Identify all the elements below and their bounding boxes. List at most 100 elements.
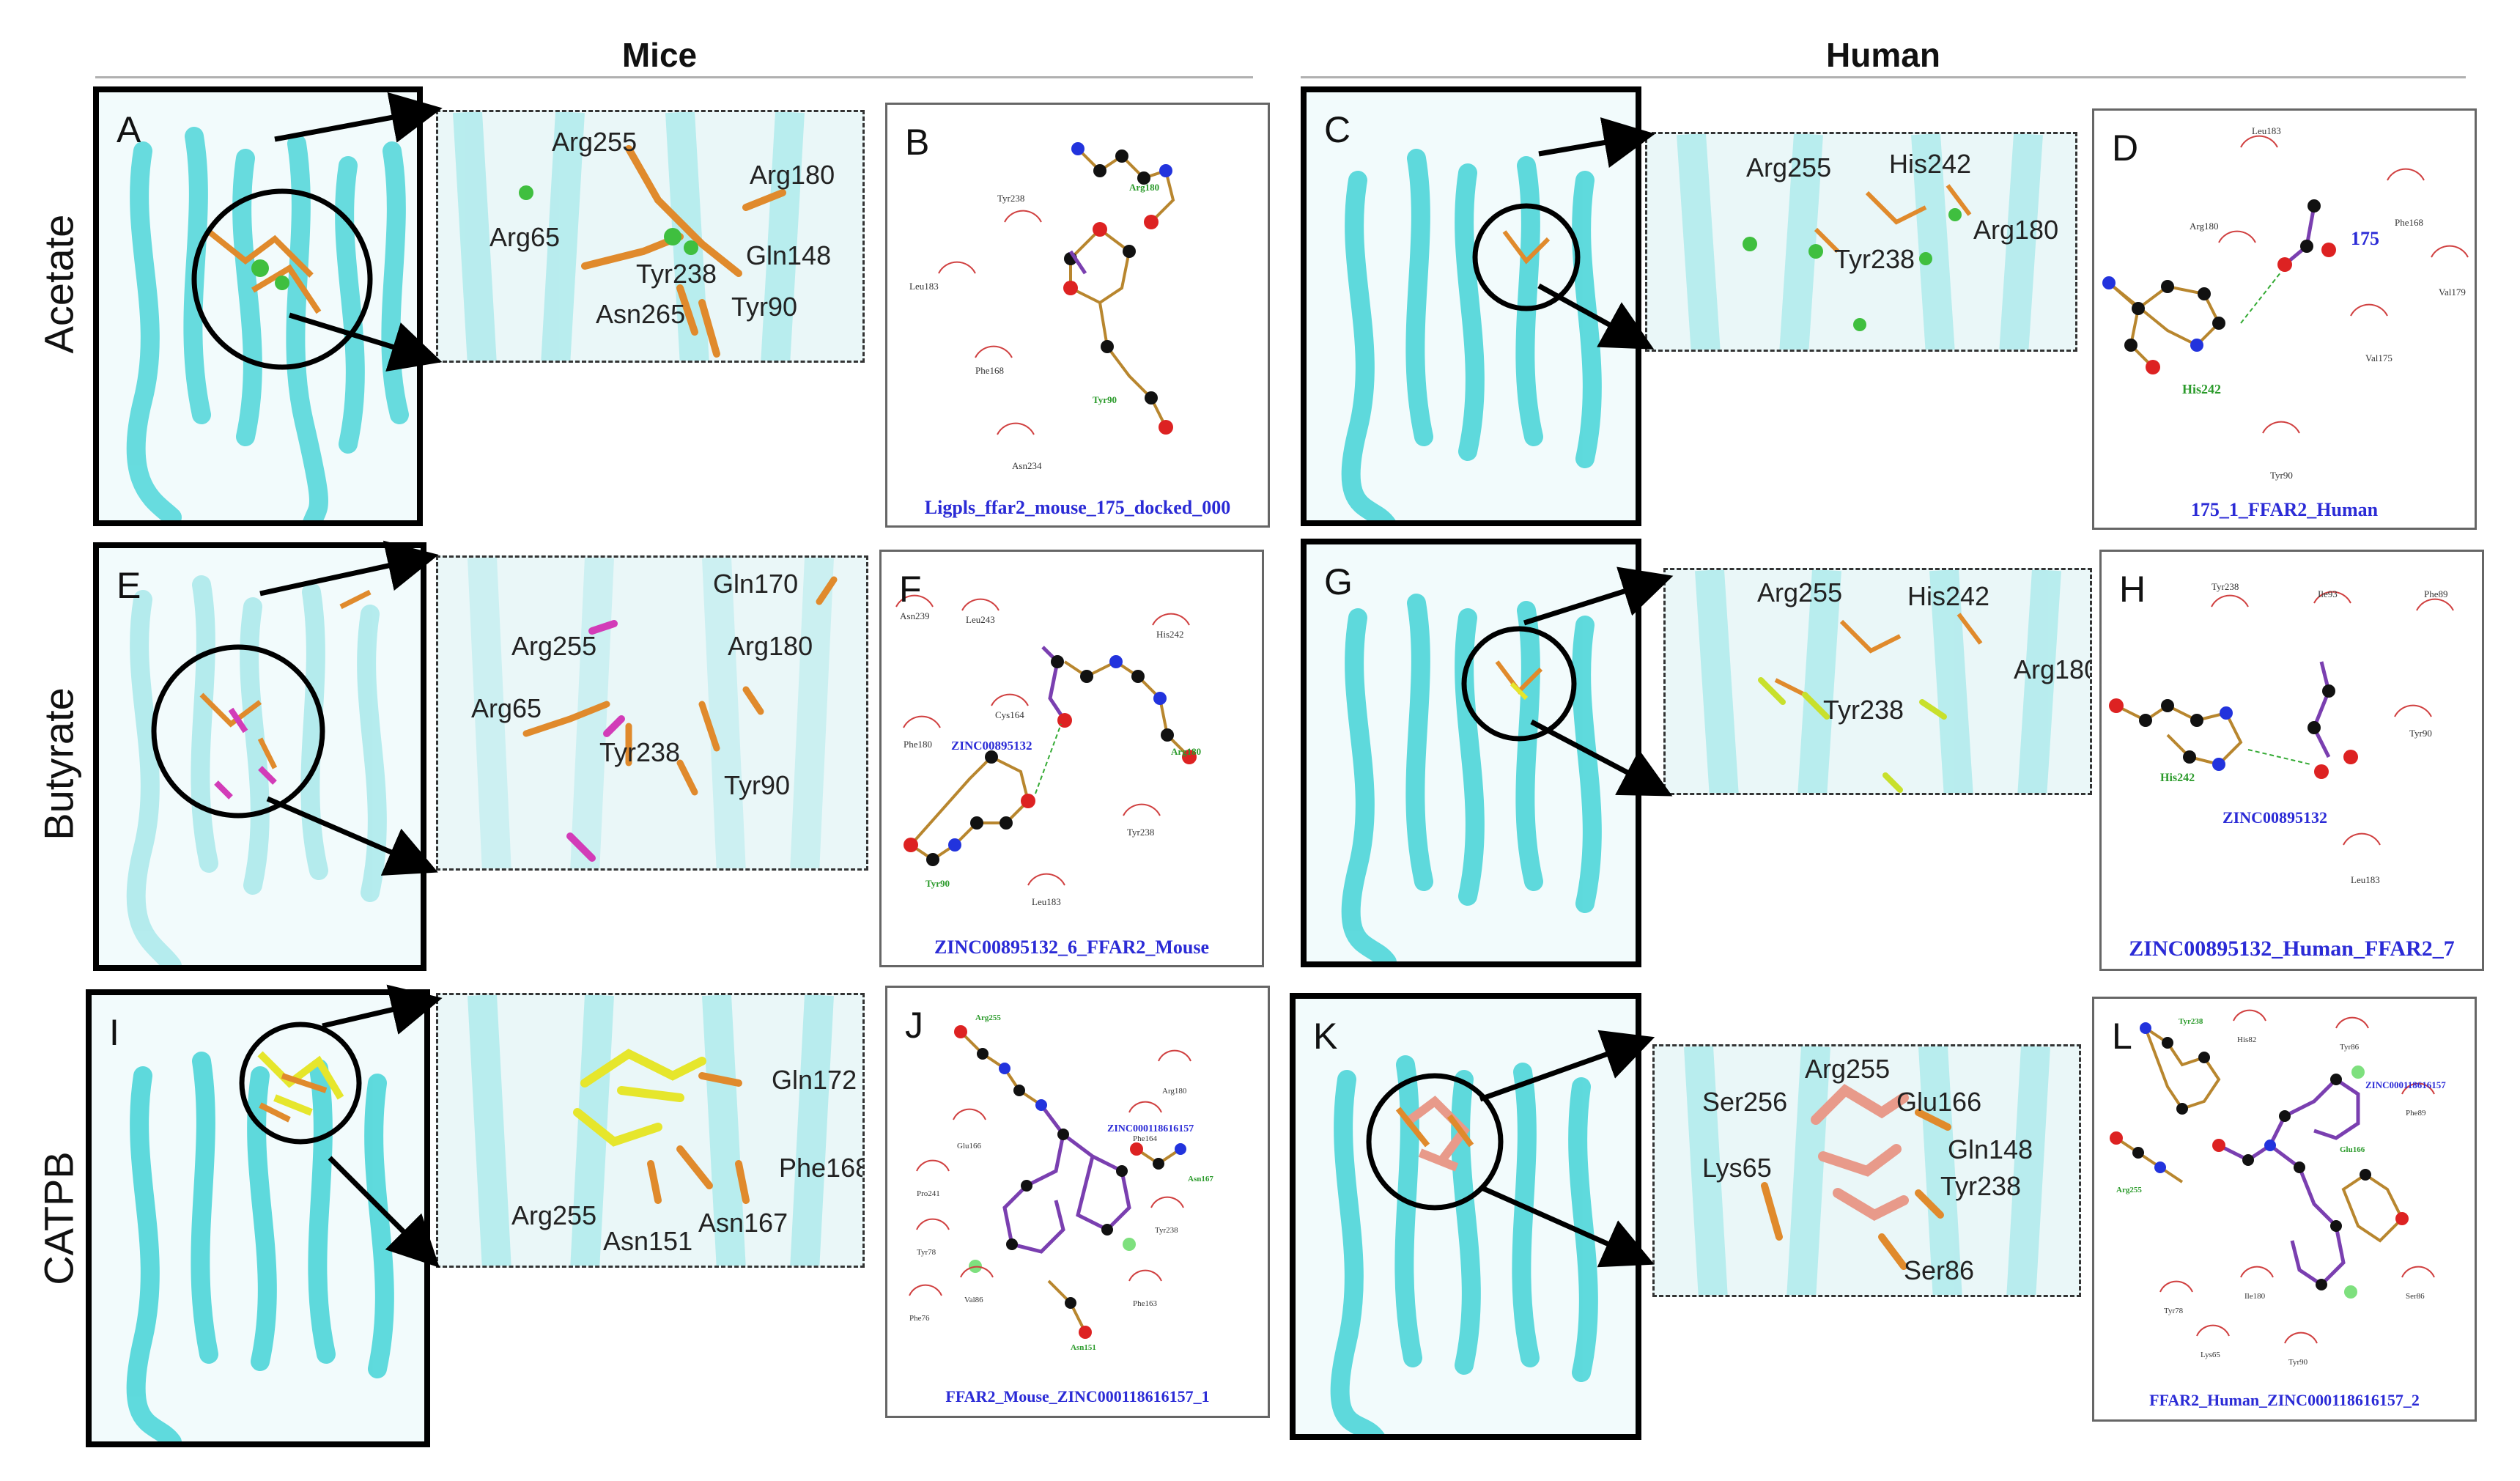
residue-label: Arg255 [511, 1200, 597, 1230]
column-divider-mice [95, 76, 1253, 78]
ligplot-hbond-residue: His242 [2160, 772, 2195, 784]
residue-label: Asn167 [698, 1208, 788, 1238]
zoom-c-residues [1677, 134, 2043, 350]
ligplot-caption-b: Ligpls_ffar2_mouse_175_docked_000 [924, 497, 1231, 518]
ligplot-residue: Phe180 [904, 739, 932, 750]
panel-letter-j: J [905, 1005, 923, 1046]
ligplot-residue: Tyr78 [917, 1248, 936, 1257]
ligplot-residue: Asn234 [1012, 460, 1042, 471]
ligplot-residue: Phe76 [909, 1314, 930, 1323]
panel-letter-c: C [1324, 109, 1351, 150]
ligplot-hbond-residue: Arg180 [1171, 746, 1202, 757]
panel-a-zoom: Arg255 Arg180 Arg65 Gln148 Tyr238 Asn265… [436, 110, 865, 363]
ligplot-residue: Pro241 [917, 1189, 940, 1198]
panel-g-protein-structure: G [1301, 539, 1641, 967]
ligplot-residue: Tyr78 [2164, 1307, 2184, 1315]
residue-label: Gln172 [772, 1065, 857, 1095]
ligplot-residue: Leu243 [966, 614, 995, 625]
ligplot-residue: Tyr238 [1155, 1226, 1178, 1235]
ligplot-hbond-residue: Arg255 [2116, 1186, 2142, 1194]
residue-label: Arg180 [1973, 215, 2059, 245]
protein-helices-a [126, 127, 409, 520]
panel-letter-g: G [1324, 561, 1353, 602]
panel-c-zoom: Arg255 His242 Arg180 Tyr238 [1645, 132, 2077, 352]
ligplot-residue: Phe164 [1133, 1134, 1157, 1143]
ligplot-f-diagram [895, 594, 1197, 886]
ligplot-b-diagram [938, 142, 1175, 435]
ligplot-residue: Tyr86 [2340, 1043, 2360, 1052]
protein-helices-i [126, 1022, 394, 1441]
ligplot-molecule-label: ZINC000118616157 [2365, 1079, 2446, 1090]
ligplot-hbond-residue: Glu166 [2340, 1145, 2365, 1154]
ligplot-residue: Ser86 [2406, 1292, 2425, 1301]
residue-label: His242 [1907, 581, 1990, 611]
residue-label: Tyr238 [1834, 244, 1915, 274]
panel-letter-e: E [117, 565, 141, 606]
residue-label: Arg255 [1746, 152, 1832, 182]
ligplot-residue: Val179 [2439, 287, 2466, 298]
panel-b-ligplot: B Leu183 Tyr238 Phe168 Asn234 Arg180 Tyr… [885, 103, 1270, 528]
ligplot-residue: Cys164 [995, 709, 1024, 720]
residue-label: His242 [1889, 149, 1972, 179]
ligplot-caption-f: ZINC00895132_6_FFAR2_Mouse [934, 937, 1210, 958]
column-title-human: Human [1826, 36, 1940, 74]
ligplot-hbond-residue: Tyr90 [925, 878, 950, 889]
ligplot-residue: Phe168 [2395, 217, 2423, 228]
residue-label: Arg65 [489, 222, 561, 252]
ligplot-residue: His82 [2237, 1035, 2257, 1044]
panel-letter-b: B [905, 122, 930, 163]
ligplot-residue: Phe163 [1133, 1299, 1157, 1308]
residue-label: Glu166 [1896, 1087, 1982, 1117]
ligplot-residue: Tyr238 [1127, 827, 1155, 838]
ligplot-hbond-residue: Asn167 [1188, 1175, 1213, 1183]
panel-c-protein-structure: C [1301, 86, 1641, 526]
residue-label: Tyr238 [636, 259, 717, 289]
ligplot-caption-h: ZINC00895132_Human_FFAR2_7 [2129, 937, 2455, 961]
residue-label: Lys65 [1702, 1153, 1772, 1183]
residue-label: Asn151 [603, 1226, 693, 1256]
residue-label: Tyr238 [1823, 695, 1904, 725]
residue-label: Arg255 [552, 127, 638, 157]
ligplot-residue: Ile93 [2318, 588, 2338, 599]
ligplot-molecule-label: ZINC000118616157 [1107, 1123, 1194, 1134]
ligplot-residue: Asn239 [900, 610, 930, 621]
ligplot-h-diagram [2109, 591, 2454, 846]
panel-letter-h: H [2119, 569, 2146, 610]
residue-label: Arg180 [750, 160, 835, 190]
residue-label: Asn265 [596, 299, 686, 329]
column-divider-human [1301, 76, 2466, 78]
ligplot-caption-j: FFAR2_Mouse_ZINC000118616157_1 [945, 1387, 1210, 1406]
ligplot-l-diagram [2110, 1009, 2435, 1344]
ligplot-molecule-label: 175 [2351, 228, 2379, 249]
row-label-catpb: CATPB [35, 1151, 82, 1285]
panel-letter-k: K [1313, 1016, 1338, 1057]
panel-k-zoom: Arg255 Ser256 Glu166 Gln148 Lys65 Tyr238… [1652, 1044, 2081, 1297]
protein-helices-e [126, 575, 387, 965]
panel-letter-d: D [2112, 128, 2139, 169]
ligplot-residue: Tyr238 [2212, 581, 2239, 592]
row-label-acetate: Acetate [35, 214, 82, 354]
panel-j-ligplot: J Arg180 Glu166 Phe164 Pro241 Tyr238 Tyr… [885, 986, 1270, 1418]
panel-letter-a: A [117, 109, 141, 150]
residue-label: Arg255 [511, 631, 597, 661]
ligplot-residue: Tyr238 [997, 193, 1025, 204]
protein-helices-g [1341, 594, 1602, 961]
residue-label: Arg180 [728, 631, 813, 661]
ligplot-residue: Leu183 [1032, 896, 1061, 907]
residue-label: Phe168 [779, 1153, 865, 1183]
ligplot-hbond-residue: Tyr90 [1093, 394, 1117, 405]
zoom-g-residues [1695, 570, 2061, 793]
ligplot-hbond-residue: Arg180 [1129, 182, 1160, 193]
panel-f-ligplot: F Asn239 Leu243 His242 Cys164 Phe180 Tyr… [879, 550, 1264, 967]
zoom-a-residues [453, 112, 805, 361]
protein-helices-k [1330, 1055, 1598, 1434]
ligplot-residue: His242 [1156, 629, 1184, 640]
panel-e-zoom: Gln170 Arg255 Arg180 Arg65 Tyr238 Tyr90 [436, 555, 868, 871]
ligplot-molecule-label: ZINC00895132 [2222, 808, 2328, 827]
ligplot-residue: Leu183 [2351, 874, 2380, 885]
ligplot-residue: Tyr90 [2270, 470, 2293, 481]
ligplot-molecule-label: ZINC00895132 [951, 739, 1032, 753]
residue-label: Gln148 [746, 240, 832, 270]
residue-label: Arg255 [1805, 1054, 1891, 1084]
panel-d-ligplot: D Leu183 Phe168 Arg180 Val179 Val175 Tyr… [2092, 108, 2477, 530]
